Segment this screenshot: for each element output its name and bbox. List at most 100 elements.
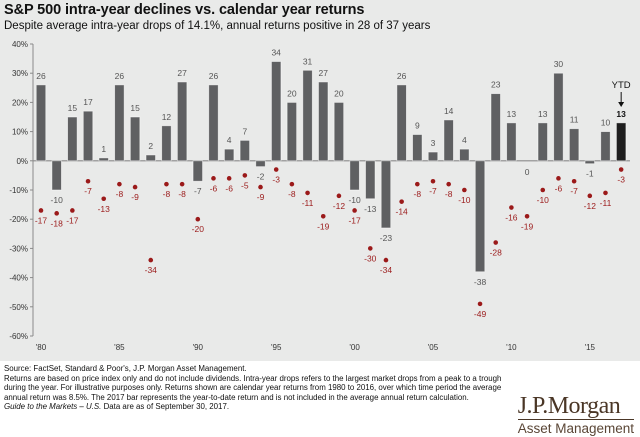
bar-value-label: 7 bbox=[242, 126, 247, 136]
decline-dot bbox=[336, 193, 342, 199]
ytd-label: YTD bbox=[612, 80, 631, 91]
decline-value-label: -12 bbox=[333, 201, 346, 211]
decline-value-label: -28 bbox=[490, 248, 503, 258]
bar bbox=[553, 72, 564, 162]
decline-dot bbox=[320, 213, 326, 219]
x-tick-label: '85 bbox=[114, 343, 125, 352]
chart-subtitle: Despite average intra-year drops of 14.1… bbox=[4, 20, 431, 32]
decline-value-label: -6 bbox=[225, 183, 233, 193]
decline-dot bbox=[242, 173, 248, 178]
decline-dot bbox=[305, 190, 310, 196]
decline-dot bbox=[289, 181, 295, 187]
bar-value-label: 4 bbox=[227, 135, 232, 145]
y-tick-label: -30% bbox=[9, 244, 28, 253]
bar-value-label: 3 bbox=[431, 138, 436, 148]
x-tick-label: '00 bbox=[349, 343, 360, 352]
decline-dot bbox=[85, 178, 91, 184]
decline-dot bbox=[462, 187, 467, 193]
decline-value-label: -17 bbox=[348, 215, 361, 225]
bar bbox=[255, 160, 266, 168]
bar-value-label: 31 bbox=[303, 56, 313, 66]
decline-dot bbox=[603, 190, 608, 196]
decline-value-label: -9 bbox=[257, 192, 265, 202]
decline-dot bbox=[38, 208, 44, 213]
bar-value-label: 11 bbox=[570, 115, 579, 125]
decline-value-label: -6 bbox=[555, 183, 563, 193]
bar-value-label: 1 bbox=[101, 144, 106, 154]
decline-dot bbox=[618, 167, 624, 172]
bar bbox=[286, 102, 298, 162]
bar bbox=[271, 61, 282, 162]
bar bbox=[161, 125, 172, 162]
guide-title: Guide to the Markets – U.S. bbox=[4, 402, 102, 412]
bar-value-label: 13 bbox=[538, 109, 548, 119]
decline-dot bbox=[164, 181, 169, 187]
bar bbox=[208, 84, 219, 162]
bar-value-label: -10 bbox=[51, 195, 64, 205]
bar bbox=[224, 148, 235, 162]
bar-value-label: 30 bbox=[554, 59, 564, 69]
decline-dots: -17 -18 -17-7-13-8 -9-34-8 -8-20-6 -6 -5-9-3-8… bbox=[35, 167, 625, 319]
bar-value-label: 10 bbox=[601, 118, 611, 128]
decline-dot bbox=[273, 167, 279, 172]
decline-dot bbox=[352, 208, 357, 213]
bar bbox=[145, 154, 156, 162]
decline-dot bbox=[477, 301, 483, 307]
decline-value-label: -9 bbox=[131, 192, 139, 202]
y-tick-label: -40% bbox=[9, 274, 28, 283]
bar-ytd bbox=[616, 122, 627, 162]
decline-dot bbox=[258, 184, 263, 190]
decline-value-label: -10 bbox=[458, 195, 471, 205]
source-note: Source: FactSet, Standard & Poor's, J.P.… bbox=[4, 364, 247, 373]
bar-value-label: 4 bbox=[462, 135, 467, 145]
decline-value-label: -19 bbox=[317, 221, 330, 231]
decline-value-label: -17 bbox=[66, 215, 79, 225]
decline-dot bbox=[179, 181, 185, 187]
y-tick-label: 20% bbox=[12, 98, 28, 107]
decline-dot bbox=[70, 208, 75, 213]
bar bbox=[67, 116, 78, 162]
bar-value-label: 13 bbox=[507, 109, 517, 119]
note-line: during the year. For illustrative purpos… bbox=[4, 383, 502, 393]
bar bbox=[302, 69, 313, 162]
bar bbox=[443, 119, 454, 162]
bar-value-label: 20 bbox=[334, 88, 344, 98]
decline-dot bbox=[587, 193, 593, 199]
bar bbox=[396, 84, 407, 162]
decline-value-label: -8 bbox=[445, 189, 453, 199]
note-line: Returns are based on price index only an… bbox=[4, 373, 502, 383]
decline-dot bbox=[367, 246, 373, 251]
bar bbox=[51, 160, 62, 191]
bar bbox=[380, 160, 392, 229]
chart-title: S&P 500 intra-year declines vs. calendar… bbox=[4, 2, 365, 18]
bar-value-label: 26 bbox=[115, 71, 125, 81]
bar bbox=[318, 81, 329, 162]
ytd-arrow-icon bbox=[618, 102, 625, 107]
y-tick-label: -50% bbox=[9, 303, 28, 312]
decline-value-label: -13 bbox=[98, 204, 111, 214]
logo-name: J.P.Morgan bbox=[517, 394, 634, 420]
decline-dot bbox=[399, 199, 404, 204]
x-tick-label: '05 bbox=[428, 343, 439, 352]
y-tick-label: 30% bbox=[12, 69, 28, 78]
bar-value-label: -2 bbox=[257, 172, 265, 182]
decline-value-label: -14 bbox=[395, 207, 408, 217]
decline-value-label: -16 bbox=[505, 213, 518, 223]
y-tick-label: 10% bbox=[12, 128, 28, 137]
decline-dot bbox=[117, 181, 122, 187]
decline-value-label: -7 bbox=[429, 186, 437, 196]
decline-value-label: -30 bbox=[364, 253, 377, 263]
bar bbox=[427, 151, 439, 162]
decline-dot bbox=[571, 178, 577, 184]
decline-dot bbox=[540, 187, 546, 193]
decline-value-label: -10 bbox=[537, 195, 550, 205]
x-tick-label: '15 bbox=[585, 343, 596, 352]
bar-value-label: 15 bbox=[68, 103, 78, 113]
bar bbox=[600, 131, 611, 162]
return-bars: 26-1015171261521227-72647-23420312720-10… bbox=[35, 48, 627, 287]
decline-value-label: -17 bbox=[35, 215, 48, 225]
y-axis: 40% 30% 20% 10% 0% -10% -20% -30% -40% -50% -60% bbox=[9, 40, 34, 341]
footnotes: Source: FactSet, Standard & Poor's, J.P.… bbox=[4, 364, 524, 412]
bar-value-label: 9 bbox=[415, 121, 420, 131]
bar bbox=[192, 160, 203, 182]
